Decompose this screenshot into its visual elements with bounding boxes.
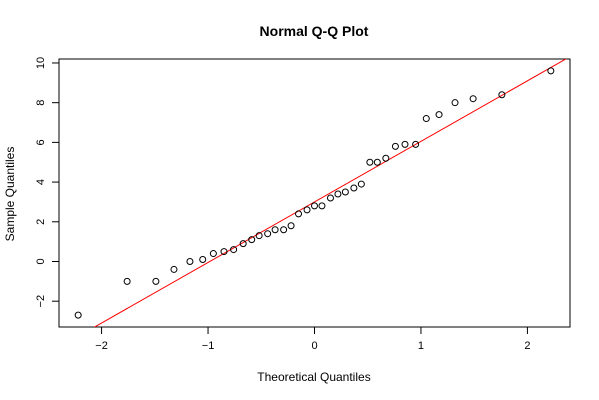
data-point [152, 277, 160, 285]
data-point [547, 67, 555, 75]
data-point [382, 154, 390, 162]
data-point [287, 222, 295, 230]
data-point [401, 140, 409, 148]
y-tick-label: 4 [35, 179, 47, 185]
data-point [271, 226, 279, 234]
data-point [123, 277, 131, 285]
data-point [357, 180, 365, 188]
data-point [280, 226, 288, 234]
data-point [303, 206, 311, 214]
reference-line [93, 59, 567, 327]
axis-ticks: −2 −1 0 1 2 −2 0 2 4 6 8 10 [35, 57, 530, 352]
data-point [366, 158, 374, 166]
data-point [311, 202, 318, 210]
data-point [469, 95, 477, 103]
y-axis-label: Sample Quantiles [3, 147, 17, 242]
data-point [74, 311, 82, 319]
data-point [326, 194, 334, 202]
data-point [199, 256, 207, 264]
data-point [341, 188, 349, 196]
data-point [255, 232, 263, 240]
data-point [295, 210, 303, 218]
data-point [170, 265, 178, 273]
x-tick-label: 1 [418, 340, 424, 352]
data-point [220, 248, 228, 256]
y-tick-label: 8 [35, 100, 47, 106]
x-tick-label: −2 [95, 340, 108, 352]
y-tick-label: −2 [35, 295, 47, 308]
data-point [412, 140, 420, 148]
y-tick-label: 6 [35, 139, 47, 145]
data-point [318, 202, 326, 210]
data-point [334, 190, 342, 198]
data-point [498, 91, 506, 99]
x-tick-label: −1 [202, 340, 215, 352]
data-point [264, 230, 272, 238]
data-points [74, 67, 555, 319]
x-tick-label: 0 [311, 340, 317, 352]
data-point [209, 250, 217, 258]
x-axis-label: Theoretical Quantiles [257, 370, 370, 384]
plot-frame [58, 58, 571, 328]
y-tick-label: 10 [35, 57, 47, 69]
y-tick-label: 0 [35, 258, 47, 264]
data-point [230, 246, 238, 254]
data-point [373, 158, 381, 166]
data-point [435, 111, 443, 119]
chart-title: Normal Q-Q Plot [260, 23, 369, 39]
data-point [239, 240, 247, 248]
data-point [391, 142, 399, 150]
data-point [422, 115, 430, 123]
data-point [186, 257, 194, 265]
reference-line-layer [93, 59, 567, 327]
data-point [248, 236, 256, 244]
y-tick-label: 2 [35, 219, 47, 225]
data-point [350, 184, 358, 192]
x-tick-label: 2 [524, 340, 530, 352]
data-point [451, 99, 459, 107]
